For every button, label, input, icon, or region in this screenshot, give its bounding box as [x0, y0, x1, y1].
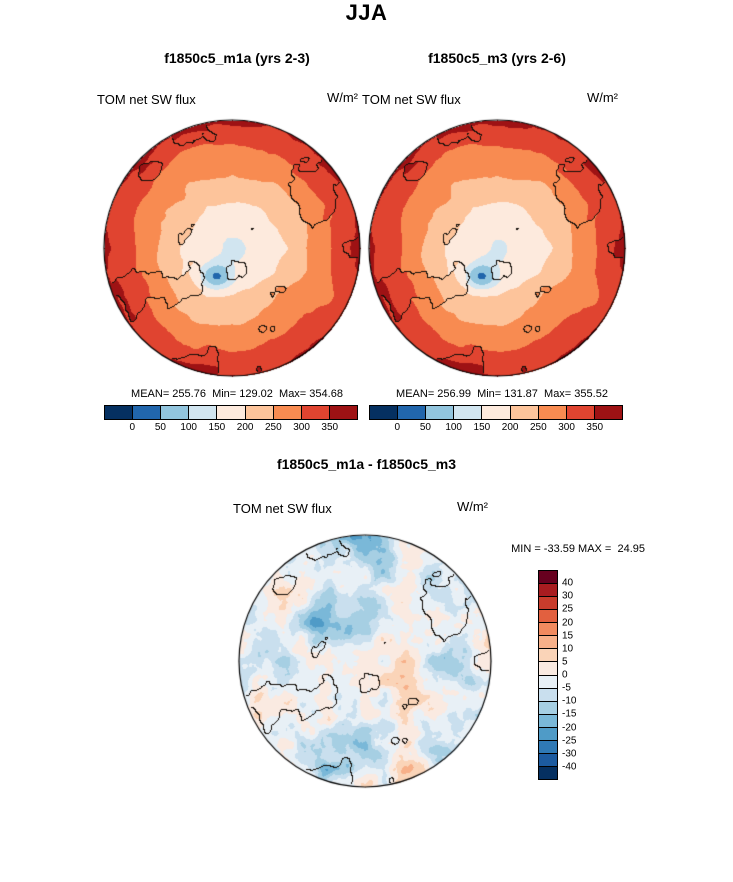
colorbar-segment: [539, 584, 557, 598]
colorbar-tick-label: 200: [501, 422, 519, 433]
colorbar-segment: [594, 406, 622, 419]
colorbar-segment: [539, 727, 557, 741]
colorbar-tick-label: 50: [419, 422, 431, 433]
colorbar-segment: [370, 406, 399, 419]
flux-label-m1a: TOM net SW flux: [97, 92, 196, 107]
colorbar-segment: [539, 649, 557, 663]
colorbar-segment: [217, 406, 246, 419]
colorbar-segment: [398, 406, 427, 419]
colorbar-m1a: [104, 405, 358, 420]
colorbar-segment: [566, 406, 595, 419]
colorbar-segment: [539, 740, 557, 754]
colorbar-tick-label: -30: [562, 748, 577, 760]
colorbar-segment: [301, 406, 330, 419]
colorbar-tick-label: 50: [154, 422, 166, 433]
stats-m3: MEAN= 256.99 Min= 131.87 Max= 355.52: [396, 388, 608, 400]
colorbar-m3: [369, 405, 623, 420]
panel-title-m3: f1850c5_m3 (yrs 2-6): [428, 50, 566, 66]
colorbar-tick-label: 20: [562, 617, 574, 628]
colorbar-segment: [538, 406, 567, 419]
colorbar-tick-label: 5: [562, 656, 568, 668]
colorbar-tick-label: 250: [264, 422, 282, 433]
colorbar-tick-label: 10: [562, 643, 574, 655]
colorbar-tick-label: 300: [558, 422, 575, 433]
polar-map-m1a: [102, 118, 362, 378]
colorbar-tick-label: 350: [586, 422, 604, 433]
colorbar-tick-label: 100: [445, 422, 462, 433]
colorbar-tick-label: -15: [562, 708, 577, 720]
colorbar-segment: [539, 571, 557, 585]
panel-title-m1a: f1850c5_m1a (yrs 2-3): [164, 50, 310, 66]
colorbar-segment: [245, 406, 274, 419]
polar-map-m3: [367, 118, 627, 378]
colorbar-segment: [539, 766, 557, 779]
colorbar-segment: [133, 406, 162, 419]
units-label-diff: W/m²: [456, 499, 488, 514]
colorbar-tick-label: 0: [562, 669, 568, 681]
colorbar-segment: [454, 406, 483, 419]
colorbar-segment: [189, 406, 218, 419]
colorbar-tick-label: 0: [394, 422, 400, 433]
colorbar-segment: [329, 406, 357, 419]
colorbar-segment: [539, 662, 557, 676]
colorbar-ticks-m1a: 0 50 100 150 200 250 300 350: [104, 422, 356, 436]
colorbar-tick-label: 100: [180, 422, 197, 433]
colorbar-ticks-diff: 40 30 25 20 15 10 5 0 -5 -10 -15 -20 -25 -30 -40: [562, 570, 592, 778]
minmax-diff: MIN = -33.59 MAX = 24.95: [511, 543, 645, 555]
units-label-m1a: W/m²: [326, 90, 358, 105]
colorbar-segment: [510, 406, 539, 419]
colorbar-tick-label: 0: [129, 422, 135, 433]
colorbar-tick-label: 25: [562, 603, 574, 615]
colorbar-segment: [273, 406, 302, 419]
colorbar-segment: [539, 623, 557, 637]
colorbar-segment: [539, 688, 557, 702]
colorbar-tick-label: -20: [562, 722, 577, 733]
colorbar-segment: [539, 714, 557, 728]
colorbar-tick-label: 350: [321, 422, 339, 433]
flux-label-diff: TOM net SW flux: [233, 501, 332, 516]
colorbar-segment: [539, 636, 557, 650]
colorbar-tick-label: 300: [293, 422, 310, 433]
colorbar-tick-label: -5: [562, 682, 571, 694]
colorbar-segment: [539, 610, 557, 624]
colorbar-tick-label: 200: [236, 422, 254, 433]
colorbar-segment: [539, 675, 557, 689]
colorbar-tick-label: 150: [473, 422, 491, 433]
colorbar-tick-label: -40: [562, 761, 577, 773]
colorbar-segment: [161, 406, 190, 419]
colorbar-diff: [538, 570, 558, 780]
colorbar-segment: [105, 406, 134, 419]
colorbar-tick-label: 250: [529, 422, 547, 433]
units-label-m3: W/m²: [586, 90, 618, 105]
colorbar-segment: [539, 753, 557, 767]
colorbar-tick-label: 15: [562, 630, 574, 642]
panel-title-diff: f1850c5_m1a - f1850c5_m3: [276, 456, 457, 472]
colorbar-segment: [482, 406, 511, 419]
colorbar-tick-label: -10: [562, 695, 577, 707]
colorbar-tick-label: -25: [562, 735, 577, 747]
colorbar-segment: [539, 701, 557, 715]
stats-m1a: MEAN= 255.76 Min= 129.02 Max= 354.68: [131, 388, 343, 400]
colorbar-tick-label: 150: [208, 422, 226, 433]
colorbar-segment: [426, 406, 455, 419]
colorbar-segment: [539, 597, 557, 611]
flux-label-m3: TOM net SW flux: [362, 92, 461, 107]
colorbar-tick-label: 30: [562, 590, 574, 602]
polar-map-diff: [237, 533, 493, 789]
colorbar-ticks-m3: 0 50 100 150 200 250 300 350: [369, 422, 621, 436]
colorbar-tick-label: 40: [562, 577, 574, 589]
figure-title: JJA: [345, 0, 388, 25]
